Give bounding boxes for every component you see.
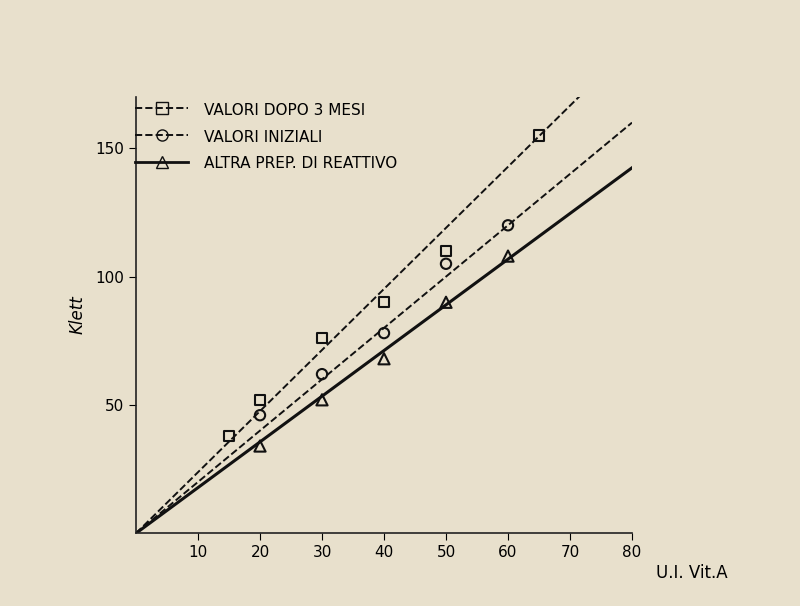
Text: U.I. Vit.A: U.I. Vit.A [656,564,727,582]
Point [502,221,514,230]
Point [254,441,266,451]
Point [378,328,390,338]
Point [440,246,453,256]
Point [440,298,453,307]
Point [315,395,329,405]
Legend: VALORI DOPO 3 MESI, VALORI INIZIALI, ALTRA PREP. DI REATTIVO: VALORI DOPO 3 MESI, VALORI INIZIALI, ALT… [129,96,403,178]
Point [533,131,546,141]
Point [222,431,235,441]
Point [502,251,514,261]
Point [315,369,329,379]
Point [254,395,266,405]
Point [378,354,390,364]
Point [254,410,266,420]
Point [315,333,329,343]
Y-axis label: Klett: Klett [69,296,87,335]
Point [378,298,390,307]
Point [440,259,453,268]
